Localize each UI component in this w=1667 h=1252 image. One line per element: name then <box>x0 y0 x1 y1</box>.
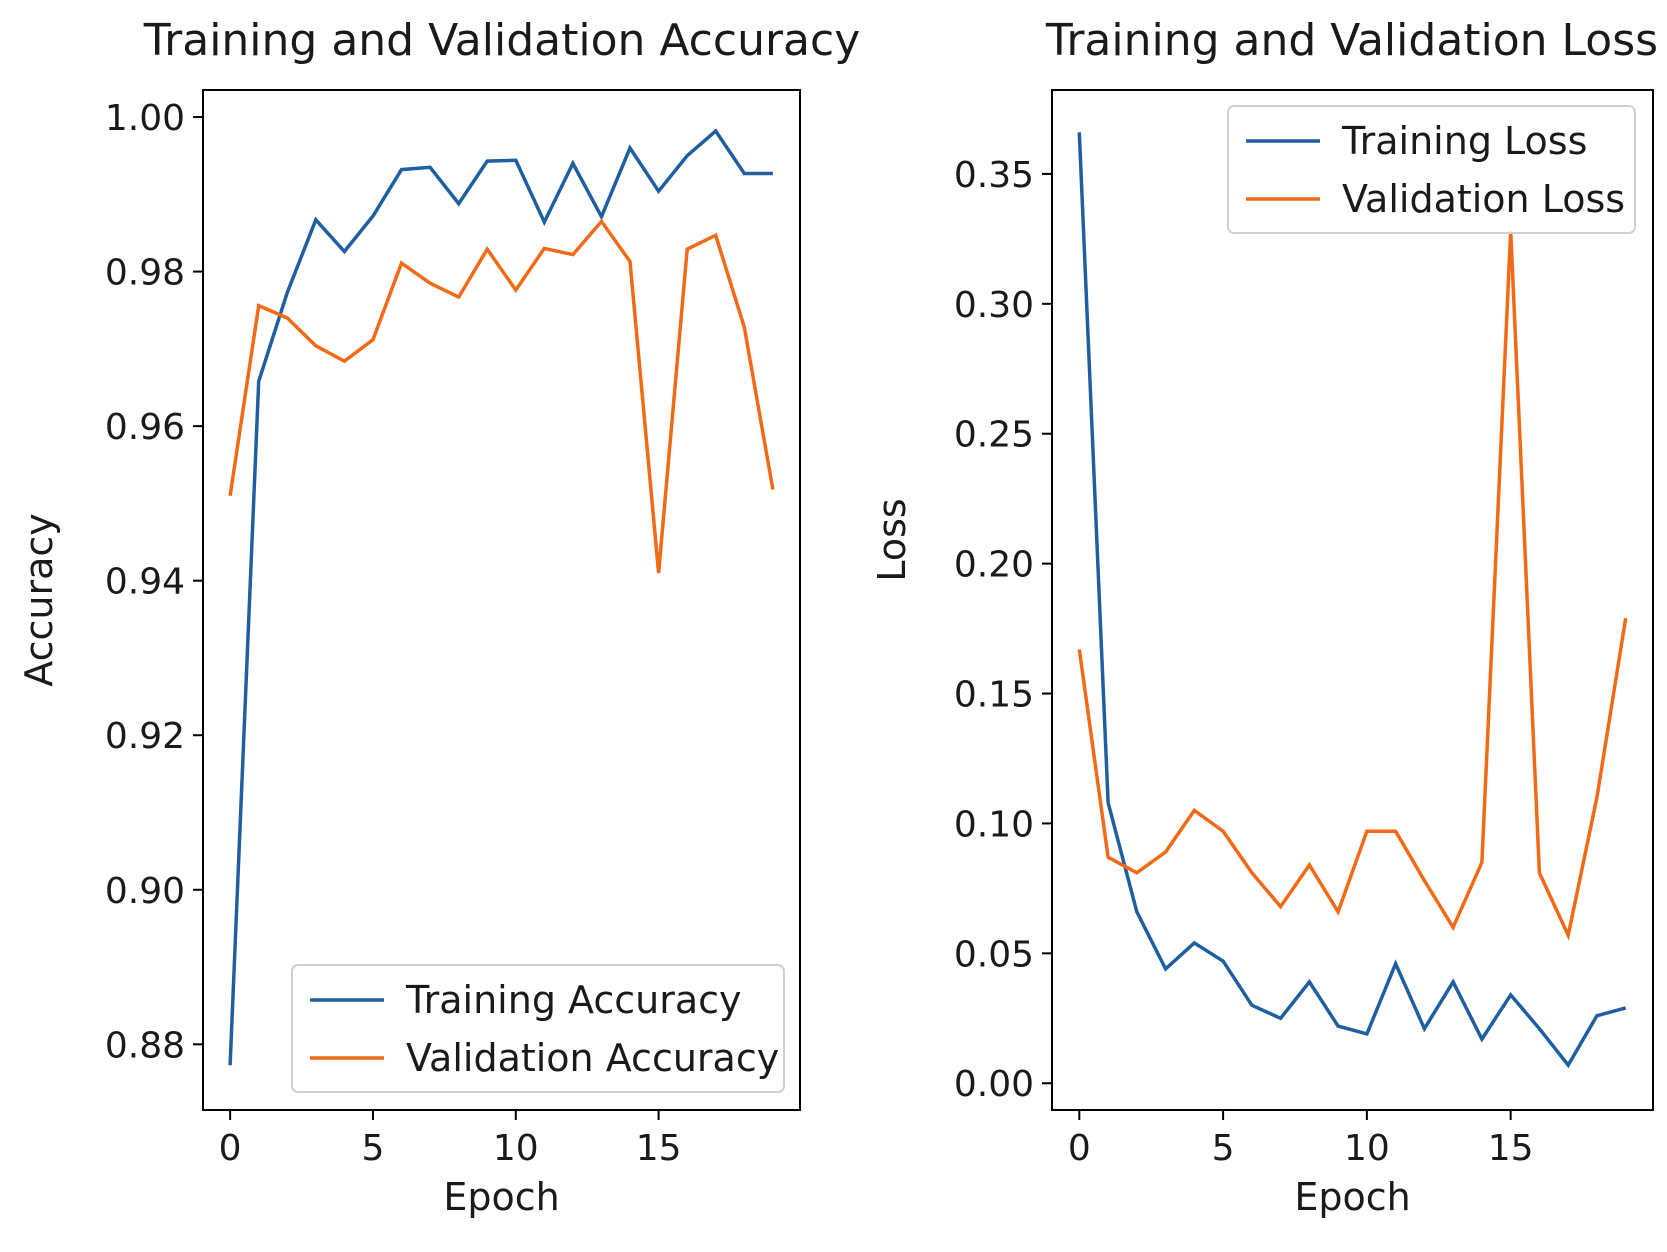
y-tick-label: 0.15 <box>954 675 1034 716</box>
legend-label: Training Loss <box>1341 119 1587 163</box>
x-tick-label: 15 <box>1488 1128 1534 1169</box>
legend-label: Validation Accuracy <box>406 1036 779 1080</box>
accuracy-chart: Training and Validation Accuracy 0 5 10 15 0.… <box>17 15 860 1219</box>
legend-label: Validation Loss <box>1342 177 1625 221</box>
y-tick-label: 0.10 <box>954 804 1034 845</box>
chart-title: Training and Validation Accuracy <box>143 15 861 66</box>
x-tick-label: 10 <box>493 1128 539 1169</box>
x-axis-label: Epoch <box>1294 1175 1410 1219</box>
y-tick-label: 0.94 <box>105 562 185 603</box>
y-tick-label: 0.88 <box>105 1025 185 1066</box>
legend-label: Training Accuracy <box>405 978 742 1022</box>
x-axis-label: Epoch <box>443 1175 559 1219</box>
y-axis-label: Loss <box>870 498 914 581</box>
y-tick-label: 1.00 <box>105 98 185 139</box>
chart-title: Training and Validation Loss <box>1045 15 1658 66</box>
series-line-validation-accuracy <box>228 218 775 574</box>
y-tick-label: 0.05 <box>954 934 1034 975</box>
x-tick-label: 0 <box>219 1128 242 1169</box>
legend-box <box>1227 105 1636 234</box>
plot-frame <box>202 89 801 1111</box>
y-tick-label: 0.92 <box>105 716 185 757</box>
y-tick-label: 0.20 <box>954 545 1034 586</box>
legend: Training Accuracy Validation Accuracy <box>291 964 785 1093</box>
x-tick-label: 5 <box>362 1128 385 1169</box>
x-tick-label: 10 <box>1344 1128 1390 1169</box>
series-line-validation-loss <box>1077 231 1628 941</box>
y-tick-label: 0.90 <box>105 871 185 912</box>
series-line-training-loss <box>1077 132 1627 1069</box>
x-tick-label: 0 <box>1068 1128 1091 1169</box>
y-tick-label: 0.98 <box>105 253 185 294</box>
y-tick-label: 0.96 <box>105 407 185 448</box>
legend: Training Loss Validation Loss <box>1227 105 1636 234</box>
legend-box <box>291 964 785 1093</box>
y-tick-label: 0.00 <box>954 1064 1034 1105</box>
x-tick-label: 15 <box>636 1128 682 1169</box>
y-tick-label: 0.30 <box>954 285 1034 326</box>
x-tick-label: 5 <box>1212 1128 1235 1169</box>
plot-frame <box>1051 89 1654 1111</box>
loss-chart: Training and Validation Loss 0 5 10 15 0.00 0.… <box>870 15 1658 1219</box>
y-tick-label: 0.25 <box>954 415 1034 456</box>
y-axis-label: Accuracy <box>17 513 61 687</box>
series-line-training-accuracy <box>228 128 773 1066</box>
y-tick-label: 0.35 <box>954 155 1034 196</box>
